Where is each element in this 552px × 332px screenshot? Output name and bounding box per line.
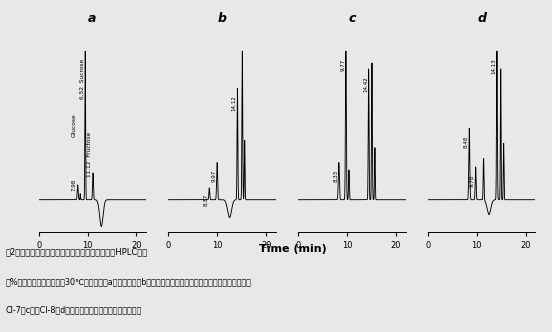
Text: 9.77: 9.77: [340, 58, 345, 71]
Text: 7.98: 7.98: [71, 179, 76, 191]
Text: 14.42: 14.42: [363, 76, 368, 92]
Text: Time (min): Time (min): [259, 244, 326, 254]
Text: b: b: [217, 12, 227, 25]
Text: 8.33: 8.33: [333, 170, 338, 182]
Text: 9.78: 9.78: [470, 174, 475, 187]
Text: 9.97: 9.97: [211, 170, 216, 182]
Text: CI-7（c）、CI-8（d）を添加して４時間反応の生成物。: CI-7（c）、CI-8（d）を添加して４時間反応の生成物。: [6, 305, 142, 314]
Text: 11.12  Fructose: 11.12 Fructose: [87, 132, 92, 177]
Text: 14.13: 14.13: [491, 58, 496, 74]
Text: a: a: [88, 12, 97, 25]
Text: d: d: [477, 12, 486, 25]
Text: 8.48: 8.48: [464, 136, 469, 148]
Text: 6.52  Sucrose: 6.52 Sucrose: [79, 58, 84, 99]
Text: 14.12: 14.12: [232, 96, 237, 111]
Text: Glucose: Glucose: [72, 114, 77, 137]
Text: 8.37: 8.37: [204, 194, 209, 206]
Text: 図2　デキストラン合成酵素による反応生成物のHPLC分析: 図2 デキストラン合成酵素による反応生成物のHPLC分析: [6, 247, 148, 256]
Text: ５%ショ糖を基質として、30℃、１時間（a）、４時間（b）反応させた時の生成物。サイクロデキストラン: ５%ショ糖を基質として、30℃、１時間（a）、４時間（b）反応させた時の生成物。…: [6, 277, 251, 286]
Text: c: c: [348, 12, 355, 25]
